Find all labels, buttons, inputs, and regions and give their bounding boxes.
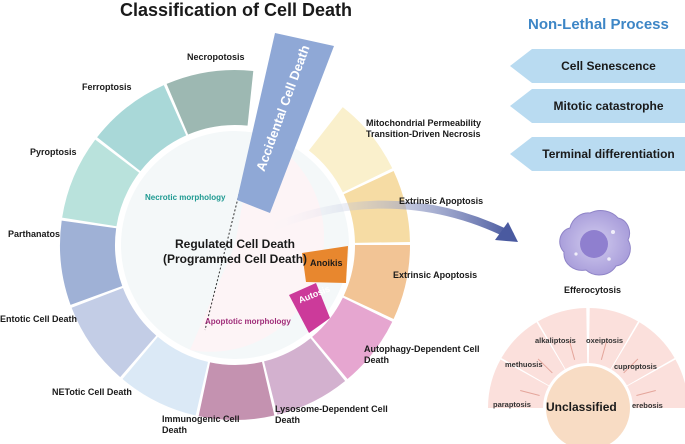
- unclassified-center-disc: [546, 366, 630, 444]
- label-entotic: Entotic Cell Death: [0, 314, 78, 324]
- non-lethal-item-mitotic[interactable]: Mitotic catastrophe: [510, 89, 685, 123]
- ring-segment-autophagy[interactable]: [312, 297, 393, 380]
- ring-segment-mpt[interactable]: [308, 107, 393, 193]
- label-immunogenic: Immunogenic Cell Death: [162, 414, 240, 435]
- unclassified-pointer: [520, 389, 540, 396]
- accidental-cell-death-wedge[interactable]: [237, 33, 334, 213]
- unclassified-oxeiptosis: oxeiptosis: [586, 336, 624, 345]
- unclassified-fan: [488, 308, 685, 408]
- diagram-title: Classification of Cell Death: [120, 0, 353, 20]
- unclassified-alkaliptosis: alkaliptosis: [535, 336, 576, 345]
- label-necropotosis: Necropotosis: [187, 52, 245, 62]
- label-necrotic-morphology: Necrotic morphology: [145, 193, 226, 202]
- unclassified-pointer: [568, 340, 576, 360]
- non-lethal-label: Terminal differentiation: [542, 147, 675, 161]
- non-lethal-item-differentiation[interactable]: Terminal differentiation: [510, 137, 685, 171]
- non-lethal-label: Cell Senescence: [561, 59, 656, 73]
- ring-segment-ferroptosis[interactable]: [97, 85, 187, 172]
- unclassified-paraptosis: paraptosis: [493, 400, 531, 409]
- ring-segment-pyroptosis[interactable]: [62, 139, 140, 227]
- non-lethal-label: Mitotic catastrophe: [553, 99, 664, 113]
- label-autophagy: Autophagy-Dependent Cell Death: [364, 344, 480, 365]
- label-parthanatos: Parthanatos: [8, 229, 61, 239]
- label-ferroptosis: Ferroptosis: [82, 82, 132, 92]
- unclassified-fan-segment-erebosis: [627, 359, 685, 408]
- unclassified-cuproptosis: cuproptosis: [614, 362, 657, 371]
- ring-segment-parthanatos[interactable]: [60, 220, 123, 305]
- morphology-divider: [204, 189, 241, 331]
- ring-segment-necroptosis[interactable]: [166, 70, 254, 135]
- cell-vesicle: [574, 252, 578, 256]
- unclassified-center-label: Unclassified: [546, 400, 617, 414]
- label-apoptotic-morphology: Apoptotic morphology: [205, 317, 291, 326]
- label-anoikis: Anoikis: [310, 258, 343, 268]
- label-efferocytosis: Efferocytosis: [564, 285, 622, 295]
- center-title-line1: Regulated Cell Death: [174, 237, 296, 251]
- efferocytosis-arrow: [258, 200, 514, 239]
- label-lysosome: Lysosome-Dependent Cell Death: [275, 404, 388, 425]
- label-extrinsic-apoptosis-2: Extrinsic Apoptosis: [393, 270, 478, 280]
- cell-vesicle: [611, 230, 615, 234]
- cell-vesicle: [607, 257, 611, 261]
- ring-segment-extrinsic-2[interactable]: [343, 245, 410, 319]
- unclassified-pointer: [636, 389, 656, 396]
- ring-segment-immunogenic[interactable]: [198, 361, 275, 420]
- cell-nucleus: [580, 230, 608, 258]
- unclassified-erebosis: erebosis: [632, 401, 663, 410]
- label-mpt-necrosis: Mitochondrial Permeability Transition-Dr…: [366, 118, 482, 139]
- ring-segment-lysosome[interactable]: [264, 338, 346, 415]
- unclassified-methuosis: methuosis: [505, 360, 543, 369]
- anoikis-tag[interactable]: [302, 246, 348, 283]
- unclassified-pointer: [600, 340, 608, 360]
- label-extrinsic-apoptosis-1: Extrinsic Apoptosis: [399, 196, 484, 206]
- ring-segments: [60, 70, 410, 420]
- center-title-line2: (Programmed Cell Death): [162, 252, 308, 266]
- unclassified-fan-segment-paraptosis: [488, 359, 549, 408]
- unclassified-fan-segment-oxeiptosis: [588, 308, 638, 370]
- label-pyroptosis: Pyroptosis: [30, 147, 77, 157]
- autosis-tag[interactable]: [289, 283, 330, 333]
- non-lethal-title: Non-Lethal Process: [528, 16, 669, 33]
- non-lethal-item-senescence[interactable]: Cell Senescence: [510, 49, 685, 83]
- unclassified-pointer: [537, 358, 553, 374]
- ring-segment-entotic[interactable]: [71, 288, 157, 378]
- label-netotic: NETotic Cell Death: [52, 387, 132, 397]
- efferocytosis-arrowhead: [495, 222, 518, 242]
- ring-segment-netotic[interactable]: [122, 336, 209, 416]
- unclassified-fan-segment-alkaliptosis: [538, 308, 588, 370]
- unclassified-pointer: [623, 358, 639, 374]
